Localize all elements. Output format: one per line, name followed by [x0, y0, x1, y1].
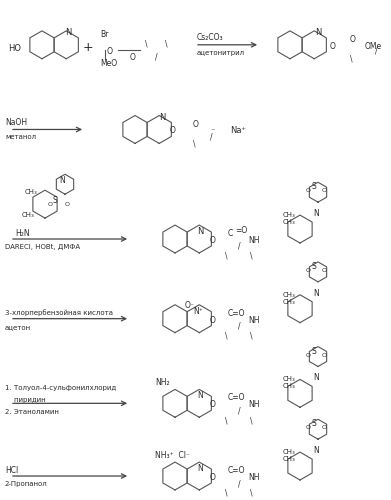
Text: +: +	[83, 42, 93, 54]
Text: \: \	[225, 252, 228, 261]
Text: O: O	[306, 352, 311, 358]
Text: метанол: метанол	[5, 134, 36, 140]
Text: Br: Br	[100, 30, 108, 39]
Text: CH₃: CH₃	[283, 456, 296, 462]
Text: ⁻: ⁻	[210, 126, 214, 136]
Text: O: O	[48, 202, 53, 207]
Text: CH₃: CH₃	[283, 292, 296, 298]
Text: N: N	[313, 374, 319, 382]
Text: CH₃: CH₃	[283, 212, 296, 218]
Text: S: S	[312, 182, 316, 191]
Text: O: O	[130, 53, 136, 62]
Text: Cs₂CO₃: Cs₂CO₃	[197, 33, 224, 42]
Text: CH₃: CH₃	[283, 219, 296, 225]
Text: O: O	[322, 268, 327, 273]
Text: Na⁺: Na⁺	[230, 126, 246, 136]
Text: O: O	[210, 473, 216, 482]
Text: C=O: C=O	[228, 394, 246, 402]
Text: CH₃: CH₃	[283, 449, 296, 455]
Text: O: O	[322, 188, 327, 193]
Text: S: S	[312, 262, 316, 271]
Text: /: /	[238, 322, 240, 330]
Text: ацетонитрил: ацетонитрил	[197, 50, 245, 56]
Text: NH: NH	[248, 400, 260, 409]
Text: \: \	[165, 40, 168, 49]
Text: CH₃: CH₃	[283, 376, 296, 382]
Text: O: O	[306, 188, 311, 193]
Text: N⁺: N⁺	[193, 306, 203, 316]
Text: /: /	[238, 242, 240, 251]
Text: O: O	[322, 425, 327, 430]
Text: \: \	[193, 140, 196, 148]
Text: пиридин: пиридин	[5, 398, 46, 404]
Text: \: \	[225, 416, 228, 426]
Text: \: \	[250, 416, 253, 426]
Text: O: O	[306, 425, 311, 430]
Text: CH₃: CH₃	[283, 384, 296, 390]
Text: \: \	[225, 489, 228, 498]
Text: /: /	[238, 406, 240, 416]
Text: C=O: C=O	[228, 308, 246, 318]
Text: N: N	[313, 289, 319, 298]
Text: O: O	[210, 236, 216, 245]
Text: MeO: MeO	[100, 59, 117, 68]
Text: O: O	[210, 316, 216, 324]
Text: N: N	[315, 28, 321, 38]
Text: /: /	[375, 47, 378, 56]
Text: NaOH: NaOH	[5, 118, 27, 126]
Text: NH₃⁺  Cl⁻: NH₃⁺ Cl⁻	[155, 451, 190, 460]
Text: O: O	[330, 42, 336, 51]
Text: /: /	[210, 132, 213, 141]
Text: O: O	[350, 35, 356, 44]
Text: 3-хлорпербензойная кислота: 3-хлорпербензойная кислота	[5, 308, 113, 316]
Text: O: O	[65, 202, 70, 207]
Text: \: \	[225, 332, 228, 340]
Text: N: N	[65, 28, 71, 38]
Text: \: \	[250, 489, 253, 498]
Text: /: /	[155, 53, 158, 62]
Text: N: N	[197, 464, 203, 473]
Text: HCl: HCl	[5, 466, 18, 475]
Text: NH: NH	[248, 473, 260, 482]
Text: CH₃: CH₃	[283, 299, 296, 305]
Text: S: S	[53, 196, 57, 205]
Text: C=O: C=O	[228, 466, 246, 475]
Text: N: N	[159, 113, 165, 122]
Text: 1. Толуол-4-сульфонилхлорид: 1. Толуол-4-сульфонилхлорид	[5, 386, 116, 392]
Text: N: N	[197, 227, 203, 236]
Text: NH: NH	[248, 236, 260, 245]
Text: DARECI, HOBt, ДМФА: DARECI, HOBt, ДМФА	[5, 244, 80, 250]
Text: \: \	[250, 332, 253, 340]
Text: O: O	[210, 400, 216, 409]
Text: \: \	[145, 40, 148, 49]
Text: NH: NH	[248, 316, 260, 324]
Text: =O: =O	[235, 226, 247, 235]
Text: HO: HO	[8, 44, 21, 54]
Text: S: S	[312, 346, 316, 356]
Text: ацетон: ацетон	[5, 324, 31, 330]
Text: 2-Пропанол: 2-Пропанол	[5, 481, 48, 487]
Text: H₂N: H₂N	[15, 229, 30, 238]
Text: CH₃: CH₃	[22, 212, 35, 218]
Text: O⁻: O⁻	[185, 300, 195, 310]
Text: \: \	[350, 55, 353, 64]
Text: N: N	[59, 176, 65, 186]
Text: CH₃: CH₃	[25, 189, 38, 195]
Text: 2. Этаноламин: 2. Этаноламин	[5, 410, 59, 416]
Text: N: N	[313, 209, 319, 218]
Text: OMe: OMe	[365, 42, 382, 51]
Text: O: O	[193, 120, 199, 128]
Text: C: C	[228, 229, 233, 238]
Text: \: \	[250, 252, 253, 261]
Text: O: O	[322, 352, 327, 358]
Text: NH₂: NH₂	[155, 378, 170, 388]
Text: O: O	[170, 126, 176, 136]
Text: /: /	[238, 479, 240, 488]
Text: N: N	[313, 446, 319, 455]
Text: O: O	[100, 47, 113, 56]
Text: N: N	[197, 392, 203, 400]
Text: O: O	[306, 268, 311, 273]
Text: S: S	[312, 420, 316, 428]
